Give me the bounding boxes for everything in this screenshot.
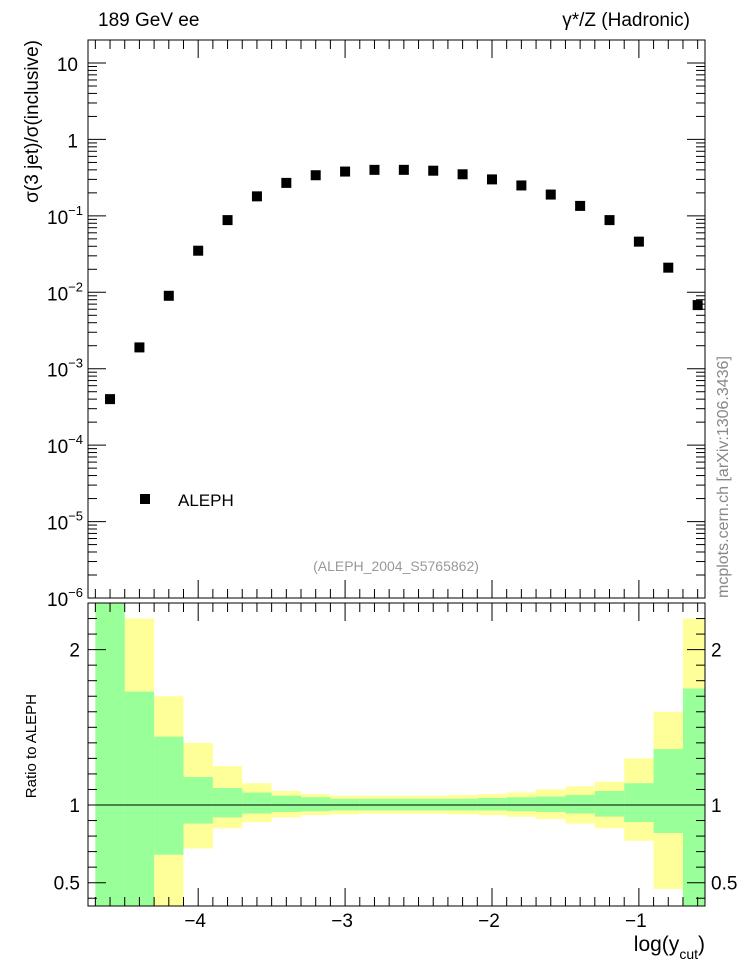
x-tick-label: −4 xyxy=(184,911,206,932)
data-point xyxy=(163,290,174,301)
y-tick-label: 10−6 xyxy=(47,585,83,611)
data-point xyxy=(545,189,556,200)
ratio-y-tick-label-right: 1 xyxy=(711,796,722,817)
inner-band-bin xyxy=(682,688,705,906)
inner-band-bin xyxy=(653,749,683,833)
data-point xyxy=(575,200,586,211)
inner-band-bin xyxy=(124,691,155,906)
data-point xyxy=(692,300,703,311)
x-tick-label: −2 xyxy=(478,911,500,932)
main-panel: 10−6 10−5 10−4 10−3 10−2 10−1 1 10 σ(3 jet)/σ(in… xyxy=(22,39,706,611)
ratio-frame xyxy=(87,602,706,907)
data-point xyxy=(633,236,644,247)
y-tick-label: 10 xyxy=(57,55,78,76)
inner-band-bin xyxy=(154,736,184,855)
y-tick-label: 10−5 xyxy=(47,509,83,535)
y-tick-label: 1 xyxy=(67,131,78,152)
data-point xyxy=(310,170,321,181)
watermark-label: mcplots.cern.ch [arXiv:1306.3436] xyxy=(715,356,732,598)
y-tick-label: 10−4 xyxy=(47,432,83,458)
header-left-label: 189 GeV ee xyxy=(98,10,199,31)
y-tick-label: 10−3 xyxy=(47,356,83,382)
inner-band-bin xyxy=(301,797,331,812)
inner-band-bin xyxy=(212,787,243,818)
x-tick-label: −3 xyxy=(331,911,353,932)
ratio-y-axis-label: Ratio to ALEPH xyxy=(23,694,40,798)
ratio-y-tick-label-right: 0.5 xyxy=(711,874,737,895)
data-point xyxy=(222,215,233,226)
y-tick-label: 10−2 xyxy=(47,279,83,305)
ratio-panel: 0.5 0.5 1 1 2 2 −4 −3 −2 −1 Ratio to ALEPH log(ycut… xyxy=(23,602,737,962)
analysis-tag: (ALEPH_2004_S5765862) xyxy=(313,558,479,574)
data-point xyxy=(663,262,674,273)
ratio-bands xyxy=(95,603,705,906)
legend-label: ALEPH xyxy=(178,491,234,510)
data-point xyxy=(340,166,351,177)
data-point xyxy=(369,164,380,175)
data-point xyxy=(105,394,116,405)
data-point xyxy=(486,174,497,185)
inner-band-bin xyxy=(594,791,625,817)
ratio-y-tick-label-left: 2 xyxy=(69,641,80,662)
header-right-label: γ*/Z (Hadronic) xyxy=(562,10,690,31)
data-point xyxy=(428,165,439,176)
data-point xyxy=(398,164,409,175)
ratio-y-tick-label-left: 1 xyxy=(69,796,80,817)
data-point xyxy=(457,169,468,180)
inner-band-bin xyxy=(565,794,595,814)
data-point xyxy=(281,177,292,188)
inner-band-bin xyxy=(95,603,125,906)
inner-band-bin xyxy=(477,798,507,811)
x-tick-label: −1 xyxy=(625,911,647,932)
data-point xyxy=(604,215,615,226)
inner-band-bin xyxy=(183,777,213,824)
inner-band-bin xyxy=(271,795,302,812)
x-axis-label: log(ycut) xyxy=(634,933,705,962)
main-frame xyxy=(87,39,706,599)
inner-band-bin xyxy=(536,796,566,812)
legend-marker xyxy=(140,494,150,504)
inner-band-bin xyxy=(242,792,272,814)
y-axis-label: σ(3 jet)/σ(inclusive) xyxy=(22,40,43,203)
data-point xyxy=(251,191,262,202)
ratio-y-tick-label-right: 2 xyxy=(711,641,722,662)
data-point xyxy=(193,245,204,256)
ratio-y-tick-label-left: 0.5 xyxy=(54,874,80,895)
inner-band-bin xyxy=(624,783,654,823)
data-point xyxy=(516,180,527,191)
inner-band-bin xyxy=(506,797,537,812)
y-tick-label: 10−1 xyxy=(47,203,83,229)
data-point xyxy=(134,342,145,353)
